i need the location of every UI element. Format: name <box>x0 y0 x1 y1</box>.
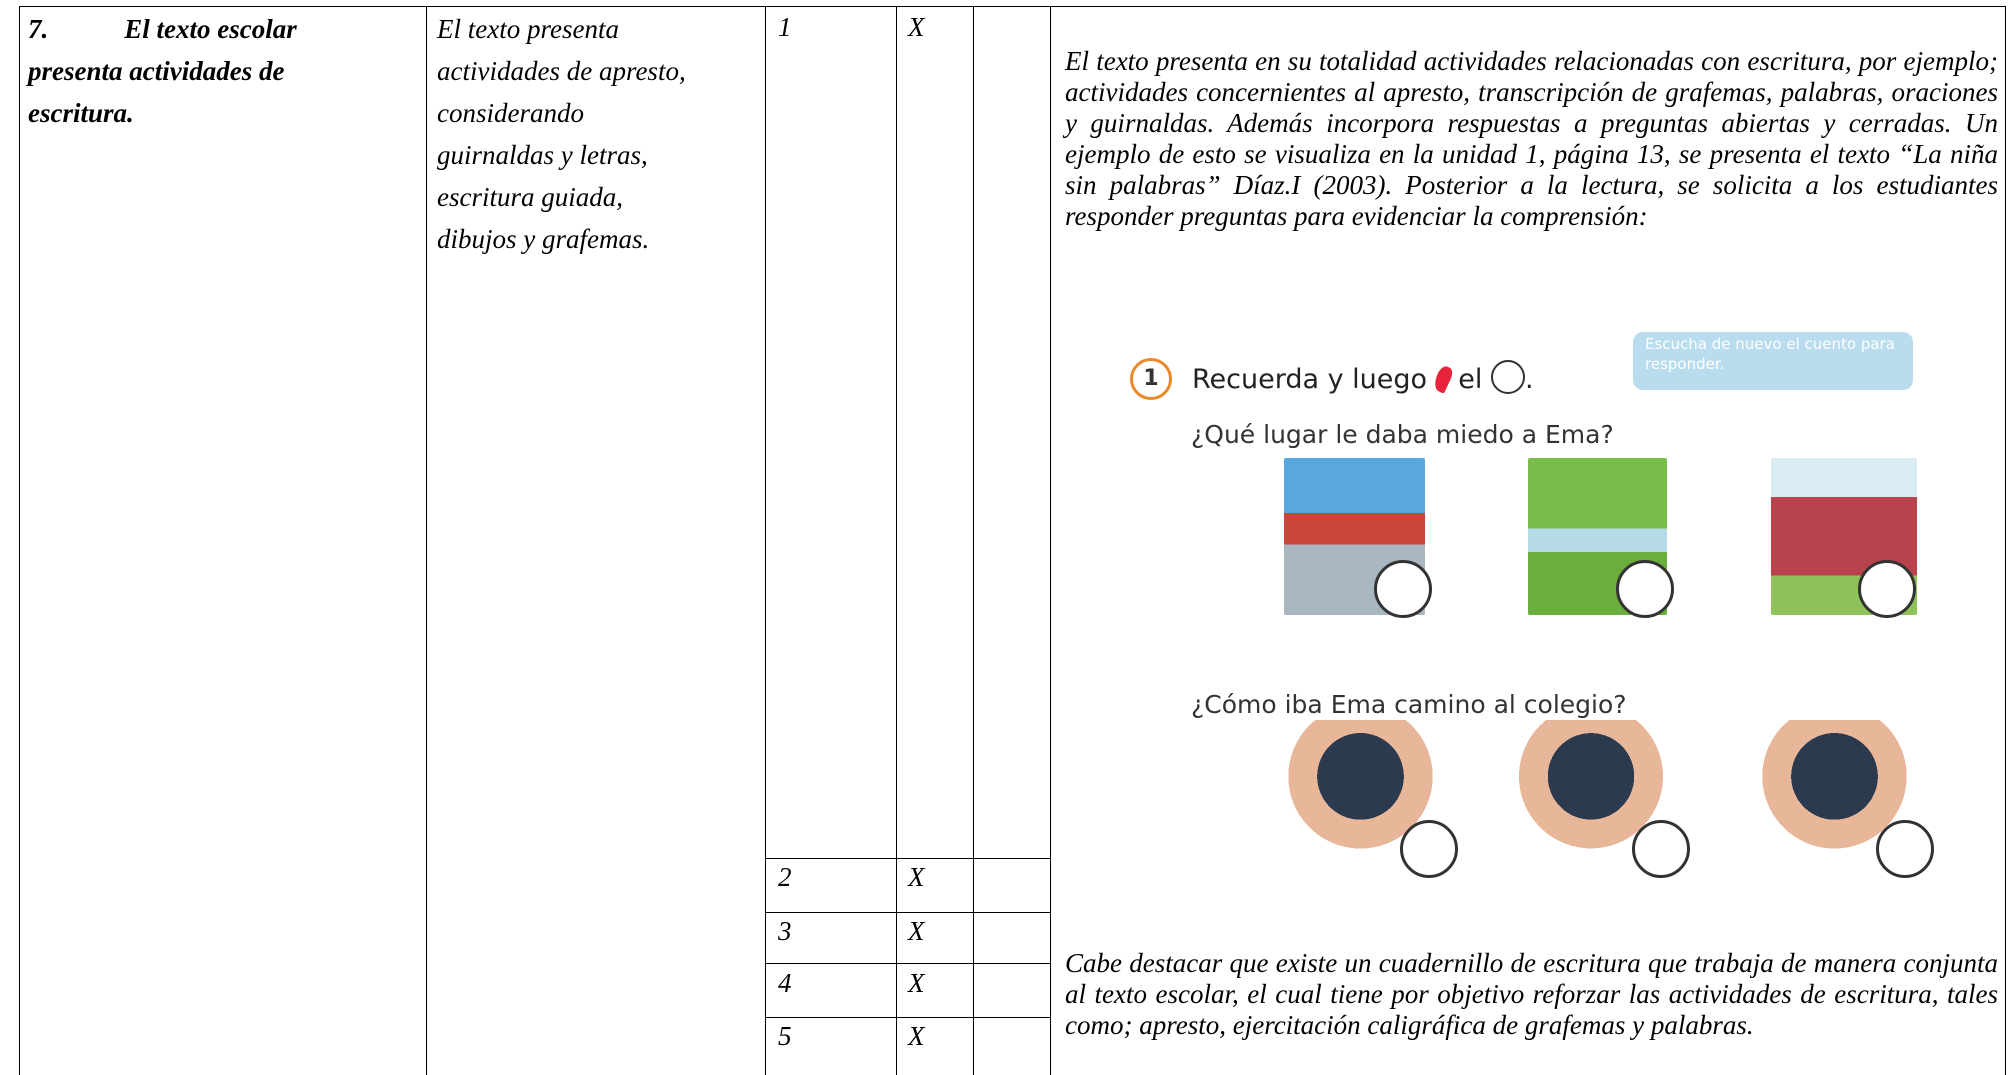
instruction-text: el <box>1458 364 1483 395</box>
border <box>426 6 427 1075</box>
criterion-text: El texto escolar <box>124 14 297 44</box>
score-level: 3 <box>778 916 792 946</box>
pencil-icon <box>1430 364 1455 394</box>
score-mark: X <box>908 862 925 892</box>
criterion-number: 7. <box>28 14 49 44</box>
border <box>765 1017 1050 1018</box>
criterion-text: escritura. <box>28 98 134 128</box>
score-mark: X <box>908 1021 925 1051</box>
answer-circle <box>1858 560 1916 618</box>
score-level: 1 <box>778 12 792 42</box>
description-line: actividades de apresto, <box>437 56 686 86</box>
instruction: Recuerda y luego el . <box>1192 360 1534 395</box>
figure: 1 Recuerda y luego el . Escucha de nuevo… <box>1110 330 1960 885</box>
border <box>19 6 20 1075</box>
score-mark: X <box>908 916 925 946</box>
border <box>2005 6 2006 1075</box>
observation-paragraph: Cabe destacar que existe un cuadernillo … <box>1065 948 1998 1040</box>
score-mark: X <box>908 12 925 42</box>
border <box>765 963 1050 964</box>
score-level: 2 <box>778 862 792 892</box>
border <box>765 912 1050 913</box>
answer-circle <box>1400 820 1458 878</box>
border <box>896 6 897 1075</box>
border <box>19 6 2006 7</box>
answer-circle <box>1632 820 1690 878</box>
description-line: considerando <box>437 98 584 128</box>
answer-circle <box>1374 560 1432 618</box>
description-line: guirnaldas y letras, <box>437 140 648 170</box>
score-level: 5 <box>778 1021 792 1051</box>
criterion-line: 7. El texto escolar <box>28 8 418 50</box>
border <box>973 6 974 1075</box>
hint-bubble: Escucha de nuevo el cuento para responde… <box>1633 332 1913 390</box>
answer-circle <box>1616 560 1674 618</box>
border <box>765 6 766 1075</box>
score-mark: X <box>908 968 925 998</box>
item-number: 1 <box>1130 358 1172 400</box>
question: ¿Qué lugar le daba miedo a Ema? <box>1191 420 1614 449</box>
circle-icon <box>1490 360 1525 394</box>
description-line: El texto presenta <box>437 14 619 44</box>
question: ¿Cómo iba Ema camino al colegio? <box>1191 690 1627 719</box>
criterion-text: presenta actividades de <box>28 56 285 86</box>
instruction-text: Recuerda y luego <box>1192 364 1428 395</box>
description: El texto presenta actividades de apresto… <box>437 8 757 260</box>
description-line: escritura guiada, <box>437 182 623 212</box>
description-line: dibujos y grafemas. <box>437 224 650 254</box>
criterion: 7. El texto escolar presenta actividades … <box>28 8 418 134</box>
answer-circle <box>1876 820 1934 878</box>
score-level: 4 <box>778 968 792 998</box>
observation-paragraph: El texto presenta en su totalidad activi… <box>1065 46 1998 231</box>
border <box>765 858 1050 859</box>
border <box>1050 6 1051 1075</box>
